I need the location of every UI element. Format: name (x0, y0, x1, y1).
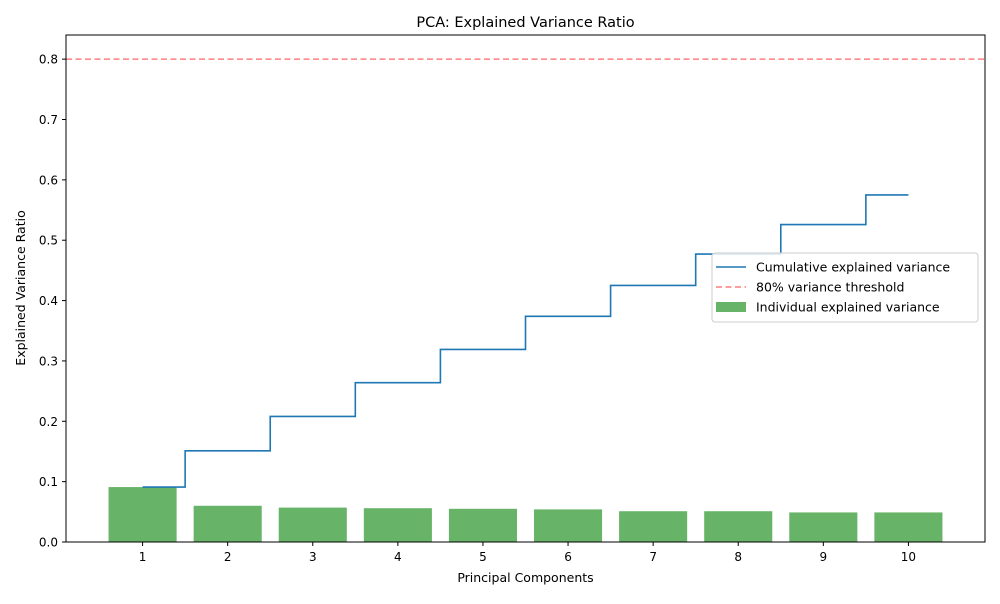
y-tick-label: 0.8 (39, 53, 58, 67)
chart-title: PCA: Explained Variance Ratio (416, 15, 634, 31)
cumulative-variance-line (142, 194, 909, 488)
bar-pc-2 (193, 505, 262, 542)
x-tick-label: 7 (649, 550, 657, 564)
bar-pc-8 (704, 511, 773, 542)
bar-pc-5 (448, 508, 517, 542)
legend-item-cumulative: Cumulative explained variance (756, 260, 950, 275)
plot-area: 1 2 3 4 5 6 7 8 9 10 0.0 0.1 0.2 0.3 0.4 0.5 0.6 0.7 0.8 (39, 34, 986, 564)
legend: Cumulative explained variance 80% varianc… (711, 252, 979, 323)
legend-swatch-individual (716, 302, 746, 312)
x-tick-label: 10 (901, 550, 916, 564)
x-tick-label: 2 (224, 550, 232, 564)
y-tick-label: 0.4 (39, 294, 58, 308)
legend-item-threshold: 80% variance threshold (756, 280, 904, 295)
x-tick-label: 4 (394, 550, 402, 564)
y-tick-label: 0.5 (39, 234, 58, 248)
legend-item-individual: Individual explained variance (756, 300, 940, 315)
bar-pc-9 (789, 512, 858, 542)
bar-pc-6 (534, 509, 603, 542)
x-tick-label: 8 (734, 550, 742, 564)
y-tick-label: 0.1 (39, 475, 58, 489)
y-tick-label: 0.6 (39, 173, 58, 187)
x-tick-label: 5 (479, 550, 487, 564)
y-tick-label: 0.3 (39, 354, 58, 368)
bar-pc-7 (619, 511, 688, 542)
bar-pc-4 (363, 508, 432, 542)
legend-box (711, 252, 979, 323)
bar-pc-1 (108, 487, 177, 542)
x-tick-label: 9 (820, 550, 828, 564)
bar-pc-10 (874, 512, 943, 542)
y-axis-label: Explained Variance Ratio (13, 210, 28, 365)
x-tick-label: 3 (309, 550, 317, 564)
axes-frame (65, 34, 986, 543)
bar-pc-3 (278, 507, 347, 542)
y-tick-label: 0.2 (39, 415, 58, 429)
x-tick-label: 1 (139, 550, 147, 564)
y-tick-label: 0.7 (39, 113, 58, 127)
x-axis-label: Principal Components (457, 570, 593, 585)
y-tick-label: 0.0 (39, 536, 58, 550)
x-tick-label: 6 (564, 550, 572, 564)
